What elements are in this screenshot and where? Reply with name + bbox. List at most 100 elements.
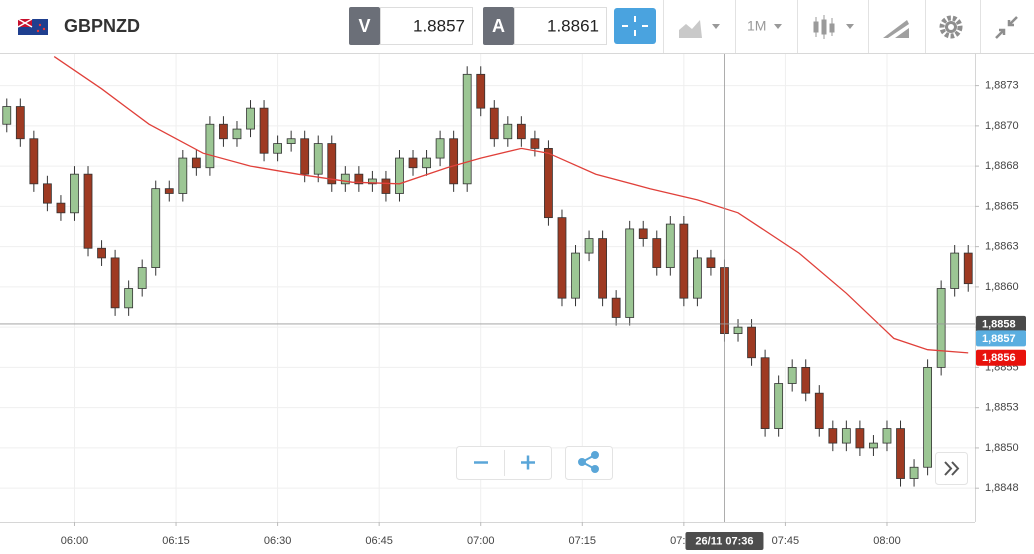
share-icon [578,451,599,473]
price-tag-label: 1,8858 [982,318,1016,330]
candle-body [327,143,337,185]
candle-body [530,138,540,149]
candle-body [489,107,499,140]
x-tick-label: 06:15 [162,535,190,547]
candle-body [787,367,797,384]
candle-body [571,252,580,299]
moving-average [53,56,969,354]
x-tick-label: 07:15 [569,535,597,547]
chart-type-button[interactable] [679,20,720,38]
candle-body [584,238,594,254]
y-tick-label: 1,8863 [985,241,1019,253]
y-tick-label: 1,8853 [985,402,1019,414]
candle-type-button[interactable] [813,15,854,39]
candle-body [110,257,120,309]
bid-price: 1.8857 [413,16,465,35]
candle-body [395,157,404,194]
candle-body [15,106,25,140]
price-tag-bg [976,330,1026,347]
candle-body [124,288,134,309]
crosshair-icon [622,16,648,36]
interval: 1M [747,18,766,34]
candle-body [97,247,106,259]
x-tick-label: 07:45 [772,535,800,547]
candle-body [828,428,838,444]
candle-body [29,138,39,185]
candle-body [354,173,364,185]
candle-body [882,428,892,444]
symbol: GBPNZD [64,16,140,36]
candle-body [652,238,662,268]
candle-body [219,123,228,140]
y-tick-label: 1,8870 [985,120,1019,132]
candle-body [733,326,743,334]
candle-body [760,357,770,430]
price-tag-bg [976,349,1026,366]
candle-body [503,123,513,140]
candle-body [2,106,12,125]
candle-body [638,228,648,239]
candle-body [435,138,445,159]
candle-body [449,138,459,185]
collapse-button[interactable] [995,16,1018,39]
candle-body [151,188,161,268]
candle-body [598,238,608,299]
y-tick-label: 1,8873 [985,80,1019,92]
x-tick-label: 08:00 [873,535,901,547]
candle-body [286,138,296,144]
interval-button[interactable]: 1M [747,18,782,34]
candle-body [462,73,472,185]
candle-body [191,157,201,169]
candle-body [923,367,933,468]
candle-body [869,442,878,449]
overlay [0,53,975,522]
header: GBPNZD V 1.8857 A 1.8861 1M [0,0,1034,54]
candle-body [963,252,973,285]
candle-body [205,123,215,169]
candle-body [841,428,851,444]
candle-body [896,428,905,479]
ask-price: 1.8861 [547,16,599,35]
crosshair-button[interactable] [614,8,656,44]
settings-button[interactable] [939,15,963,39]
candle-body [747,326,756,359]
candle-body [516,123,526,140]
bid-box[interactable] [380,7,473,45]
y-tick-label: 1,8860 [985,281,1019,293]
separators [663,0,981,53]
candle-body [692,257,702,299]
candle-body [381,178,391,194]
candle-body [706,257,716,268]
x-tick-label: 06:30 [264,535,292,547]
crosshair-time-label: 26/11 07:36 [695,535,753,547]
ask-tag: A [492,16,505,36]
candle-body [340,173,350,185]
candle-body [936,288,946,368]
candle-body [313,143,323,175]
candle-body [544,147,553,219]
candle-body [679,223,689,299]
flag [17,18,48,35]
candle-body [273,143,283,154]
scroll-end-icon [944,461,960,476]
candle-body [855,428,865,449]
candle-body [665,223,675,268]
price-tag-label: 1,8856 [982,352,1016,364]
y-tick-label: 1,8865 [985,200,1019,212]
zoom-in[interactable] [521,455,535,470]
candle-body [232,128,242,140]
candle-body [367,178,377,185]
draw-button[interactable] [883,20,909,38]
share-button[interactable] [565,446,613,480]
ask-box[interactable] [514,7,607,45]
candle-body [801,367,811,394]
bid-tag-bg [349,7,380,45]
y-tick-label: 1,8848 [985,482,1019,494]
plot-area [0,53,975,522]
y-tick-label: 1,8868 [985,160,1019,172]
candle-body [56,202,66,214]
x-tick-label: 06:45 [365,535,393,547]
price-tag-bg [976,315,1026,332]
